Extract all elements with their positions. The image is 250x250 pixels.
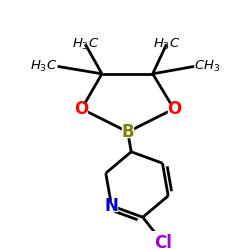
- Text: $H_3C$: $H_3C$: [30, 59, 58, 74]
- Text: $CH_3$: $CH_3$: [194, 59, 220, 74]
- Text: Cl: Cl: [154, 234, 172, 250]
- Bar: [76, 104, 87, 114]
- Bar: [106, 201, 117, 211]
- Bar: [155, 238, 171, 248]
- Text: $H_3C$: $H_3C$: [72, 37, 99, 52]
- Text: B: B: [122, 123, 134, 141]
- Text: N: N: [104, 197, 118, 215]
- Bar: [122, 127, 133, 137]
- Text: $H_3C$: $H_3C$: [153, 37, 180, 52]
- Text: O: O: [167, 100, 181, 118]
- Text: O: O: [74, 100, 89, 118]
- Bar: [168, 104, 179, 114]
